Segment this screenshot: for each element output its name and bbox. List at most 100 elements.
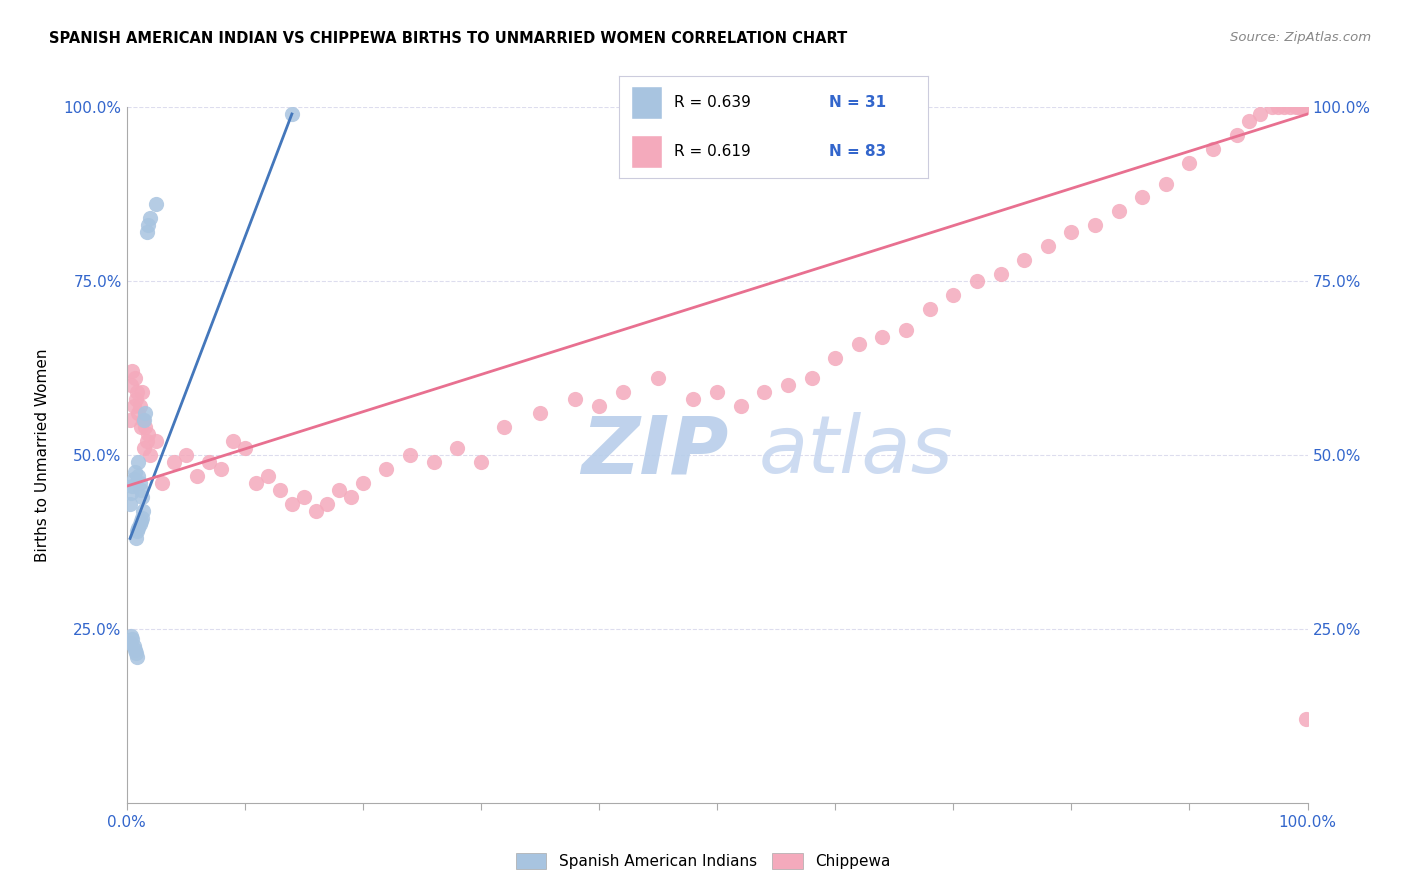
Point — [1226, 128, 1249, 142]
Point — [150, 475, 173, 490]
Point — [682, 392, 704, 407]
Point — [145, 197, 167, 211]
Point — [328, 483, 350, 497]
Point — [1288, 100, 1310, 114]
Point — [132, 413, 155, 427]
Point — [131, 490, 153, 504]
Point — [136, 427, 159, 442]
Point — [127, 524, 149, 539]
Point — [134, 413, 156, 427]
Point — [122, 399, 145, 413]
Point — [245, 475, 267, 490]
Point — [1278, 100, 1301, 114]
Point — [125, 646, 148, 660]
Text: atlas: atlas — [758, 412, 953, 491]
Point — [399, 448, 422, 462]
Point — [120, 486, 142, 500]
Point — [186, 468, 208, 483]
Point — [990, 267, 1012, 281]
Point — [128, 517, 150, 532]
Point — [612, 385, 634, 400]
Point — [494, 420, 516, 434]
Point — [131, 510, 153, 524]
Bar — [631, 87, 662, 119]
Point — [127, 521, 149, 535]
Point — [128, 399, 150, 413]
Point — [529, 406, 551, 420]
Point — [588, 399, 610, 413]
Point — [1154, 177, 1177, 191]
Point — [124, 466, 146, 480]
Point — [120, 413, 142, 427]
Point — [122, 639, 145, 653]
Point — [281, 497, 304, 511]
Point — [132, 503, 155, 517]
Point — [1261, 100, 1284, 114]
Text: SPANISH AMERICAN INDIAN VS CHIPPEWA BIRTHS TO UNMARRIED WOMEN CORRELATION CHART: SPANISH AMERICAN INDIAN VS CHIPPEWA BIRT… — [49, 31, 848, 46]
Point — [127, 455, 149, 469]
Point — [124, 642, 146, 657]
Point — [129, 420, 152, 434]
Point — [375, 462, 398, 476]
Point — [120, 636, 142, 650]
Point — [127, 468, 149, 483]
Text: R = 0.639: R = 0.639 — [675, 95, 751, 110]
Point — [129, 514, 152, 528]
Text: N = 31: N = 31 — [830, 95, 886, 110]
Point — [174, 448, 197, 462]
Point — [292, 490, 315, 504]
Point — [134, 420, 156, 434]
Point — [257, 468, 280, 483]
Point — [135, 434, 157, 448]
Point — [121, 632, 143, 647]
Point — [1294, 100, 1316, 114]
Text: R = 0.619: R = 0.619 — [675, 145, 751, 160]
Point — [198, 455, 221, 469]
Point — [120, 497, 142, 511]
Point — [269, 483, 291, 497]
Point — [124, 371, 146, 385]
Point — [1249, 107, 1271, 121]
Point — [1295, 100, 1317, 114]
Point — [120, 629, 142, 643]
Point — [135, 225, 157, 239]
Point — [121, 364, 143, 378]
Point — [129, 483, 152, 497]
Point — [209, 462, 232, 476]
Point — [121, 479, 143, 493]
Point — [422, 455, 444, 469]
Point — [1036, 239, 1059, 253]
Point — [1012, 253, 1035, 268]
Point — [340, 490, 363, 504]
Point — [127, 649, 149, 664]
Point — [1130, 190, 1153, 204]
Point — [139, 211, 162, 226]
Point — [127, 385, 149, 400]
Point — [1267, 100, 1289, 114]
Point — [1237, 114, 1260, 128]
Point — [122, 472, 145, 486]
Point — [1060, 225, 1083, 239]
Point — [1202, 142, 1225, 156]
Point — [1084, 219, 1107, 233]
Point — [139, 448, 162, 462]
Text: ZIP: ZIP — [581, 412, 728, 491]
Point — [647, 371, 669, 385]
Legend: Spanish American Indians, Chippewa: Spanish American Indians, Chippewa — [510, 847, 896, 875]
Point — [918, 301, 941, 316]
Y-axis label: Births to Unmarried Women: Births to Unmarried Women — [35, 348, 49, 562]
Point — [222, 434, 245, 448]
Point — [754, 385, 776, 400]
Point — [1178, 155, 1201, 169]
Bar — [631, 136, 662, 168]
Point — [470, 455, 492, 469]
Text: N = 83: N = 83 — [830, 145, 886, 160]
Point — [446, 441, 468, 455]
Point — [281, 107, 304, 121]
Point — [824, 351, 846, 365]
Point — [316, 497, 339, 511]
Point — [894, 323, 917, 337]
Point — [128, 475, 150, 490]
Point — [942, 288, 965, 302]
Point — [1108, 204, 1130, 219]
